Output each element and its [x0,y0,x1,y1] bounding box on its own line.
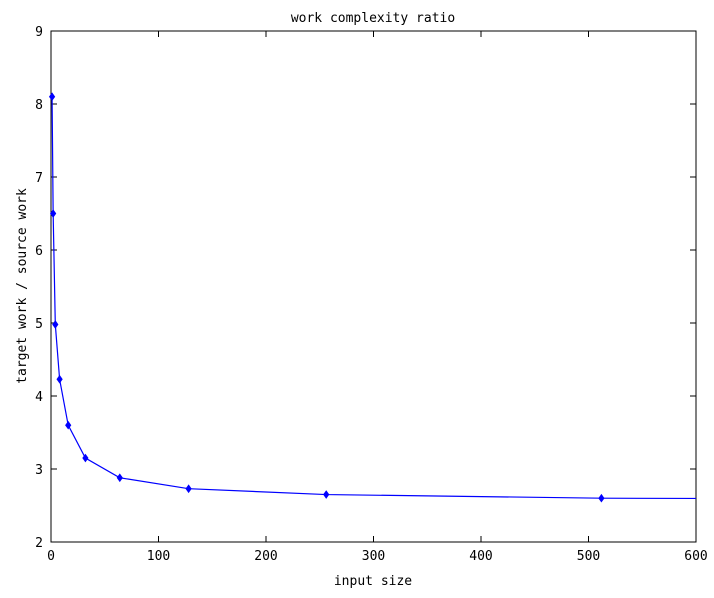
axis-ticks: 0 100 200 300 400 500 600 2 3 4 5 6 7 8 9 [35,25,708,564]
y-tick-label: 7 [35,171,43,186]
chart-title: work complexity ratio [291,11,455,26]
y-tick-label: 6 [35,244,43,259]
y-tick-label: 4 [35,390,43,405]
data-point [323,490,330,499]
x-tick-label: 400 [469,549,492,564]
data-point [52,320,59,329]
data-point [56,374,63,384]
y-tick-label: 3 [35,463,43,478]
y-tick-label: 2 [35,536,43,551]
data-point [48,92,56,102]
data-point [82,453,89,463]
series-layer [48,92,696,503]
x-tick-label: 200 [254,549,277,564]
data-point [50,209,57,218]
y-tick-label: 9 [35,25,43,40]
x-tick-label: 300 [362,549,385,564]
x-tick-label: 100 [147,549,170,564]
data-point [598,493,605,503]
x-tick-label: 0 [47,549,55,564]
x-tick-label: 600 [684,549,707,564]
y-axis-label: target work / source work [15,188,30,384]
y-tick-label: 5 [35,317,43,332]
x-axis-label: input size [334,574,412,589]
data-point [116,473,123,483]
data-point [65,420,72,430]
x-tick-label: 500 [577,549,600,564]
plot-area [50,30,697,543]
y-tick-label: 8 [35,98,43,113]
data-point [185,484,192,494]
